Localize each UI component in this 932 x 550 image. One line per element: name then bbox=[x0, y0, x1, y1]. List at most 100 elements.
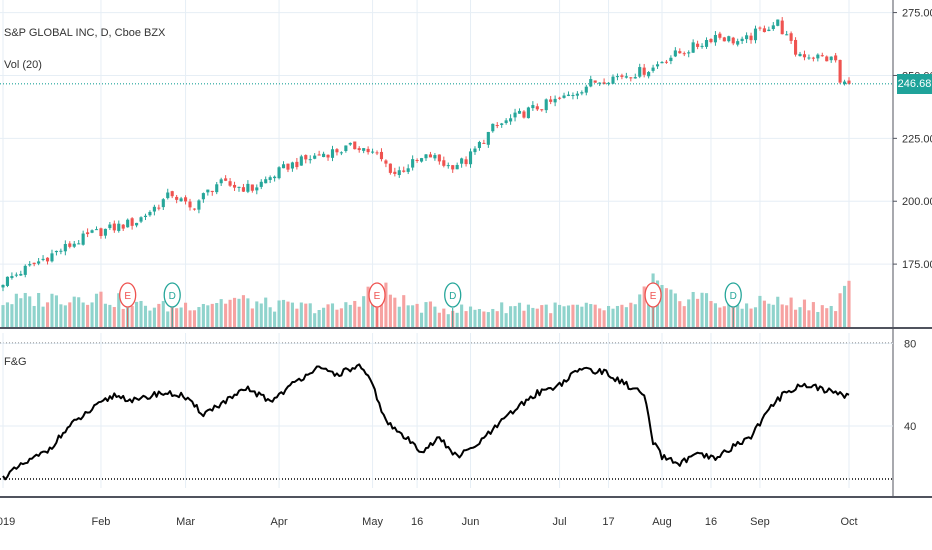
candle-body bbox=[709, 38, 713, 43]
candle-body bbox=[651, 67, 655, 71]
candle-body bbox=[322, 153, 326, 158]
volume-bar bbox=[152, 307, 156, 327]
candle-body bbox=[731, 37, 735, 44]
candle-body bbox=[580, 92, 584, 94]
volume-bar bbox=[566, 305, 571, 327]
candle-body bbox=[745, 35, 749, 40]
volume-bar bbox=[713, 303, 717, 327]
volume-bar bbox=[201, 303, 205, 327]
indicator-legend[interactable]: F&G bbox=[4, 356, 27, 368]
volume-bar bbox=[28, 296, 32, 327]
volume-bar bbox=[94, 293, 99, 327]
candle-body bbox=[794, 39, 798, 55]
candle-body bbox=[615, 76, 620, 78]
volume-bar bbox=[642, 286, 646, 327]
volume-bar bbox=[161, 301, 165, 327]
volume-bar bbox=[54, 295, 58, 327]
volume-bar bbox=[424, 302, 428, 327]
indicator-axis-label: 40 bbox=[904, 421, 916, 433]
time-axis-label: 17 bbox=[602, 516, 614, 528]
volume-bar bbox=[130, 305, 134, 327]
volume-bar bbox=[482, 311, 486, 327]
event-marker-label: D bbox=[449, 291, 456, 302]
volume-bar bbox=[290, 302, 294, 327]
candle-body bbox=[642, 67, 646, 75]
symbol-legend[interactable]: S&P GLOBAL INC, D, Cboe BZX bbox=[4, 27, 166, 39]
volume-bar bbox=[433, 306, 437, 327]
volume-bar bbox=[704, 293, 709, 327]
candle-body bbox=[188, 201, 192, 208]
volume-bar bbox=[86, 304, 90, 327]
candle-body bbox=[68, 243, 72, 247]
indicator-axis[interactable]: 80 40 bbox=[904, 338, 916, 433]
volume-bar bbox=[575, 304, 579, 327]
volume-bar bbox=[157, 303, 161, 327]
candle-body bbox=[121, 224, 125, 229]
candle-body bbox=[455, 164, 459, 170]
volume-bar bbox=[362, 296, 366, 327]
volume-bar bbox=[829, 305, 833, 327]
candle-body bbox=[335, 149, 339, 153]
volume-bar bbox=[736, 304, 740, 327]
price-axis-label: 225.00 bbox=[902, 133, 932, 145]
time-axis[interactable]: 2019 Feb Mar Apr May 16 Jun Jul 17 Aug 16 Sep Oct bbox=[0, 516, 858, 528]
candle-body bbox=[776, 19, 780, 26]
candle-body bbox=[5, 276, 10, 286]
candle-body bbox=[388, 163, 392, 173]
volume-bar bbox=[629, 302, 633, 327]
candle-body bbox=[504, 120, 508, 124]
candle-body bbox=[522, 111, 526, 118]
candle-body bbox=[32, 262, 36, 265]
candle-body bbox=[598, 82, 602, 84]
candle-body bbox=[517, 110, 522, 114]
price-axis-label: 275.00 bbox=[902, 8, 932, 20]
volume-bar bbox=[789, 297, 793, 327]
volume-bar bbox=[371, 287, 375, 327]
volume-bar bbox=[602, 310, 606, 327]
candle-body bbox=[509, 118, 513, 122]
volume-bar bbox=[277, 300, 281, 327]
candle-body bbox=[771, 25, 775, 30]
volume-bar bbox=[691, 291, 695, 327]
volume-bar bbox=[678, 301, 682, 327]
volume-bar bbox=[620, 304, 624, 327]
candle-body bbox=[90, 230, 94, 233]
time-axis-label: Jul bbox=[553, 516, 567, 528]
candle-body bbox=[99, 228, 103, 237]
volume-bar bbox=[580, 306, 584, 327]
volume-bar bbox=[455, 312, 459, 327]
volume-bar bbox=[802, 299, 807, 327]
volume-bar bbox=[219, 299, 223, 327]
volume-bar bbox=[406, 305, 410, 327]
volume-bar bbox=[295, 308, 299, 327]
candle-body bbox=[166, 192, 170, 199]
candle-body bbox=[415, 160, 419, 162]
candle-body bbox=[820, 55, 824, 57]
volume-bar bbox=[611, 308, 615, 327]
candle-body bbox=[682, 53, 686, 55]
volume-bar bbox=[41, 306, 45, 327]
candle-body bbox=[678, 51, 682, 54]
volume-bar bbox=[486, 312, 490, 327]
volume-bar bbox=[50, 293, 54, 327]
candle-body bbox=[273, 176, 277, 179]
volume-bar bbox=[108, 304, 112, 327]
volume-bar bbox=[798, 307, 802, 327]
volume-bar bbox=[838, 293, 842, 327]
volume-bar bbox=[544, 304, 548, 327]
candle-body bbox=[63, 244, 67, 252]
volume-bar bbox=[117, 293, 121, 327]
price-grid bbox=[0, 0, 893, 327]
candle-body bbox=[371, 151, 375, 153]
candle-body bbox=[362, 148, 366, 151]
volume-legend[interactable]: Vol (20) bbox=[4, 59, 42, 71]
volume-bar bbox=[330, 303, 335, 327]
candle-body bbox=[477, 142, 481, 148]
candle-body bbox=[611, 76, 615, 84]
candle-body bbox=[513, 112, 517, 118]
volume-bar bbox=[188, 310, 192, 327]
price-axis[interactable]: 275.00250.00225.00200.00175.00 bbox=[893, 8, 932, 272]
candle-body bbox=[10, 276, 14, 278]
volume-bar bbox=[718, 307, 722, 327]
volume-bar bbox=[419, 312, 424, 327]
